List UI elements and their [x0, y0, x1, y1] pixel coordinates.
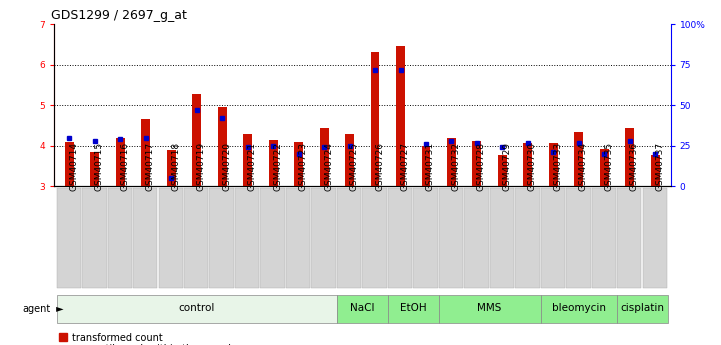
Bar [651, 155, 660, 186]
FancyBboxPatch shape [464, 188, 489, 288]
FancyBboxPatch shape [235, 188, 260, 288]
Bar [167, 150, 176, 186]
Text: GSM40715: GSM40715 [95, 142, 104, 191]
Text: GSM40736: GSM40736 [629, 142, 639, 191]
Text: GSM40724: GSM40724 [324, 142, 333, 191]
FancyBboxPatch shape [566, 188, 590, 288]
FancyBboxPatch shape [413, 188, 438, 288]
FancyBboxPatch shape [57, 295, 337, 323]
Bar [549, 143, 558, 186]
Bar [498, 155, 507, 186]
Text: GSM40726: GSM40726 [375, 142, 384, 191]
Bar [523, 143, 532, 186]
Bar [65, 142, 74, 186]
Text: GSM40727: GSM40727 [400, 142, 410, 191]
Bar [625, 128, 634, 186]
FancyBboxPatch shape [337, 295, 388, 323]
FancyBboxPatch shape [642, 188, 667, 288]
Text: GSM40716: GSM40716 [120, 142, 129, 191]
Text: cisplatin: cisplatin [621, 303, 665, 313]
FancyBboxPatch shape [57, 188, 81, 288]
FancyBboxPatch shape [184, 188, 208, 288]
Text: GSM40737: GSM40737 [655, 142, 664, 191]
Bar [193, 94, 201, 186]
Text: bleomycin: bleomycin [552, 303, 606, 313]
Text: NaCl: NaCl [350, 303, 374, 313]
FancyBboxPatch shape [362, 188, 386, 288]
Text: MMS: MMS [477, 303, 502, 313]
Bar [422, 146, 430, 186]
Text: GSM40733: GSM40733 [553, 142, 562, 191]
Text: GDS1299 / 2697_g_at: GDS1299 / 2697_g_at [51, 9, 187, 22]
Text: GSM40718: GSM40718 [172, 142, 180, 191]
FancyBboxPatch shape [311, 188, 336, 288]
Bar [90, 152, 99, 186]
FancyBboxPatch shape [515, 188, 539, 288]
Bar [319, 128, 329, 186]
Text: GSM40730: GSM40730 [528, 142, 537, 191]
FancyBboxPatch shape [617, 188, 642, 288]
Legend: transformed count, percentile rank within the sample: transformed count, percentile rank withi… [59, 333, 236, 345]
Text: GSM40719: GSM40719 [197, 142, 205, 191]
FancyBboxPatch shape [438, 188, 463, 288]
Bar [116, 138, 125, 186]
Text: GSM40729: GSM40729 [503, 142, 511, 191]
Bar [575, 131, 583, 186]
Text: GSM40725: GSM40725 [350, 142, 358, 191]
Text: GSM40735: GSM40735 [604, 142, 614, 191]
FancyBboxPatch shape [438, 295, 541, 323]
Bar [218, 107, 226, 186]
Bar [600, 149, 609, 186]
Text: GSM40723: GSM40723 [298, 142, 308, 191]
FancyBboxPatch shape [591, 188, 616, 288]
FancyBboxPatch shape [541, 188, 565, 288]
Bar [472, 141, 482, 186]
FancyBboxPatch shape [133, 188, 157, 288]
Bar [294, 142, 303, 186]
FancyBboxPatch shape [337, 188, 361, 288]
Bar [141, 119, 150, 186]
FancyBboxPatch shape [388, 188, 412, 288]
FancyBboxPatch shape [617, 295, 668, 323]
Bar [243, 135, 252, 186]
Text: GSM40728: GSM40728 [477, 142, 486, 191]
Text: GSM40720: GSM40720 [222, 142, 231, 191]
Bar [447, 138, 456, 186]
FancyBboxPatch shape [210, 188, 234, 288]
Text: GSM40717: GSM40717 [146, 142, 155, 191]
FancyBboxPatch shape [159, 188, 183, 288]
Text: agent: agent [22, 304, 50, 314]
Bar [269, 140, 278, 186]
Text: GSM40732: GSM40732 [451, 142, 461, 191]
Text: GSM40731: GSM40731 [426, 142, 435, 191]
Bar [396, 46, 405, 186]
Text: GSM40721: GSM40721 [248, 142, 257, 191]
FancyBboxPatch shape [286, 188, 310, 288]
FancyBboxPatch shape [541, 295, 617, 323]
FancyBboxPatch shape [82, 188, 107, 288]
Text: GSM40714: GSM40714 [69, 142, 79, 191]
FancyBboxPatch shape [490, 188, 514, 288]
Text: GSM40722: GSM40722 [273, 142, 282, 191]
FancyBboxPatch shape [388, 295, 438, 323]
FancyBboxPatch shape [107, 188, 132, 288]
Bar [371, 52, 379, 186]
FancyBboxPatch shape [260, 188, 285, 288]
Bar [345, 134, 354, 186]
Text: control: control [179, 303, 215, 313]
Text: GSM40734: GSM40734 [579, 142, 588, 191]
Text: ►: ► [53, 304, 63, 314]
Text: EtOH: EtOH [400, 303, 427, 313]
